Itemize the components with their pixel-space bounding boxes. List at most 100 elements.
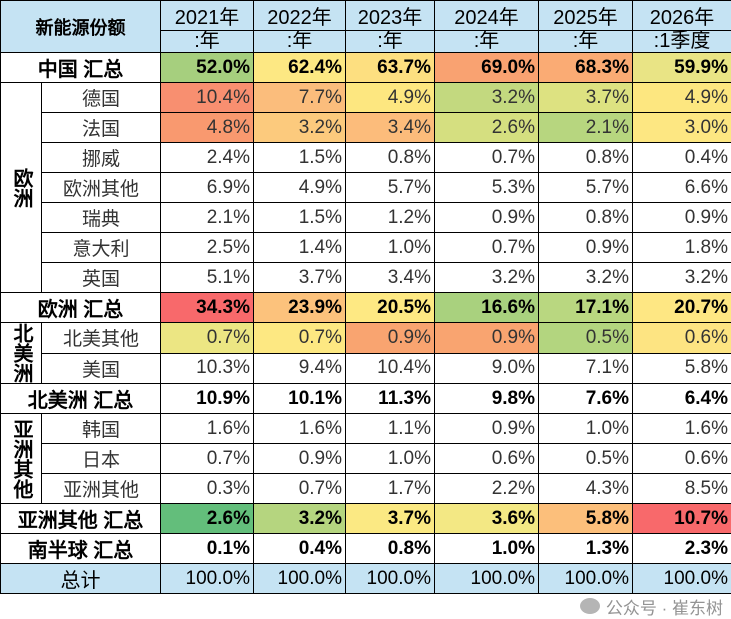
share-value-cell: 0.1% bbox=[161, 534, 254, 564]
share-value-cell: 20.7% bbox=[633, 293, 731, 323]
share-value-cell: 1.4% bbox=[254, 233, 346, 263]
share-value-cell: 3.6% bbox=[435, 504, 539, 534]
share-value-cell: 100.0% bbox=[161, 564, 254, 594]
year-header: 2023年 bbox=[346, 1, 435, 31]
share-value-cell: 0.9% bbox=[346, 323, 435, 354]
share-value-cell: 8.5% bbox=[633, 474, 731, 504]
period-header: :年 bbox=[254, 31, 346, 53]
year-header: 2021年 bbox=[161, 1, 254, 31]
region-group-text: 欧洲 bbox=[11, 168, 31, 208]
country-label: 韩国 bbox=[42, 414, 161, 444]
share-value-cell: 10.4% bbox=[161, 83, 254, 113]
country-label: 法国 bbox=[42, 113, 161, 143]
country-label: 亚洲其他 bbox=[42, 474, 161, 504]
share-value-cell: 63.7% bbox=[346, 53, 435, 83]
share-value-cell: 1.0% bbox=[346, 444, 435, 474]
share-value-cell: 9.4% bbox=[254, 353, 346, 384]
share-value-cell: 0.8% bbox=[346, 143, 435, 173]
share-value-cell: 100.0% bbox=[254, 564, 346, 594]
share-value-cell: 17.1% bbox=[539, 293, 633, 323]
share-value-cell: 2.1% bbox=[539, 113, 633, 143]
share-value-cell: 23.9% bbox=[254, 293, 346, 323]
corner-header: 新能源份额 bbox=[1, 1, 161, 53]
region-group-label: 亚洲其他 bbox=[1, 414, 42, 504]
share-value-cell: 0.4% bbox=[633, 143, 731, 173]
period-header: :年 bbox=[346, 31, 435, 53]
share-value-cell: 0.9% bbox=[435, 323, 539, 354]
period-header: :1季度 bbox=[633, 31, 731, 53]
share-value-cell: 3.7% bbox=[346, 504, 435, 534]
share-value-cell: 5.1% bbox=[161, 263, 254, 293]
share-value-cell: 10.9% bbox=[161, 384, 254, 414]
share-value-cell: 2.3% bbox=[633, 534, 731, 564]
country-label: 日本 bbox=[42, 444, 161, 474]
share-value-cell: 0.8% bbox=[346, 534, 435, 564]
share-value-cell: 5.8% bbox=[633, 353, 731, 384]
share-value-cell: 1.7% bbox=[346, 474, 435, 504]
share-value-cell: 9.0% bbox=[435, 353, 539, 384]
share-value-cell: 7.1% bbox=[539, 353, 633, 384]
share-value-cell: 3.4% bbox=[346, 113, 435, 143]
share-value-cell: 0.7% bbox=[254, 474, 346, 504]
share-value-cell: 0.5% bbox=[539, 444, 633, 474]
watermark: 公众号 · 崔东树 bbox=[0, 594, 731, 618]
share-value-cell: 2.4% bbox=[161, 143, 254, 173]
share-value-cell: 1.0% bbox=[435, 534, 539, 564]
share-value-cell: 3.4% bbox=[346, 263, 435, 293]
share-value-cell: 3.2% bbox=[254, 504, 346, 534]
share-value-cell: 34.3% bbox=[161, 293, 254, 323]
share-value-cell: 2.1% bbox=[161, 203, 254, 233]
period-header: :年 bbox=[539, 31, 633, 53]
country-label: 英国 bbox=[42, 263, 161, 293]
share-value-cell: 2.6% bbox=[435, 113, 539, 143]
share-value-cell: 3.2% bbox=[539, 263, 633, 293]
share-value-cell: 100.0% bbox=[346, 564, 435, 594]
share-value-cell: 59.9% bbox=[633, 53, 731, 83]
share-value-cell: 2.6% bbox=[161, 504, 254, 534]
share-value-cell: 3.7% bbox=[539, 83, 633, 113]
share-value-cell: 100.0% bbox=[539, 564, 633, 594]
share-value-cell: 0.4% bbox=[254, 534, 346, 564]
region-group-text: 亚洲其他 bbox=[11, 419, 31, 499]
share-value-cell: 6.4% bbox=[633, 384, 731, 414]
share-value-cell: 1.5% bbox=[254, 203, 346, 233]
share-value-cell: 10.3% bbox=[161, 353, 254, 384]
share-value-cell: 0.9% bbox=[539, 233, 633, 263]
period-header: :年 bbox=[161, 31, 254, 53]
total-label: 中国 汇总 bbox=[1, 53, 161, 83]
country-label: 欧洲其他 bbox=[42, 173, 161, 203]
share-value-cell: 0.5% bbox=[539, 323, 633, 354]
share-value-cell: 0.6% bbox=[633, 323, 731, 354]
period-header: :年 bbox=[435, 31, 539, 53]
total-label: 南半球 汇总 bbox=[1, 534, 161, 564]
share-value-cell: 68.3% bbox=[539, 53, 633, 83]
share-value-cell: 62.4% bbox=[254, 53, 346, 83]
total-label: 总计 bbox=[1, 564, 161, 594]
share-value-cell: 4.8% bbox=[161, 113, 254, 143]
share-value-cell: 1.6% bbox=[254, 414, 346, 444]
share-value-cell: 6.6% bbox=[633, 173, 731, 203]
share-value-cell: 0.7% bbox=[435, 143, 539, 173]
region-group-label: 欧洲 bbox=[1, 83, 42, 293]
country-label: 挪威 bbox=[42, 143, 161, 173]
share-value-cell: 4.9% bbox=[254, 173, 346, 203]
share-value-cell: 1.1% bbox=[346, 414, 435, 444]
share-value-cell: 11.3% bbox=[346, 384, 435, 414]
share-value-cell: 0.8% bbox=[539, 203, 633, 233]
share-value-cell: 6.9% bbox=[161, 173, 254, 203]
share-value-cell: 10.7% bbox=[633, 504, 731, 534]
share-value-cell: 0.9% bbox=[435, 203, 539, 233]
share-value-cell: 2.2% bbox=[435, 474, 539, 504]
country-label: 意大利 bbox=[42, 233, 161, 263]
